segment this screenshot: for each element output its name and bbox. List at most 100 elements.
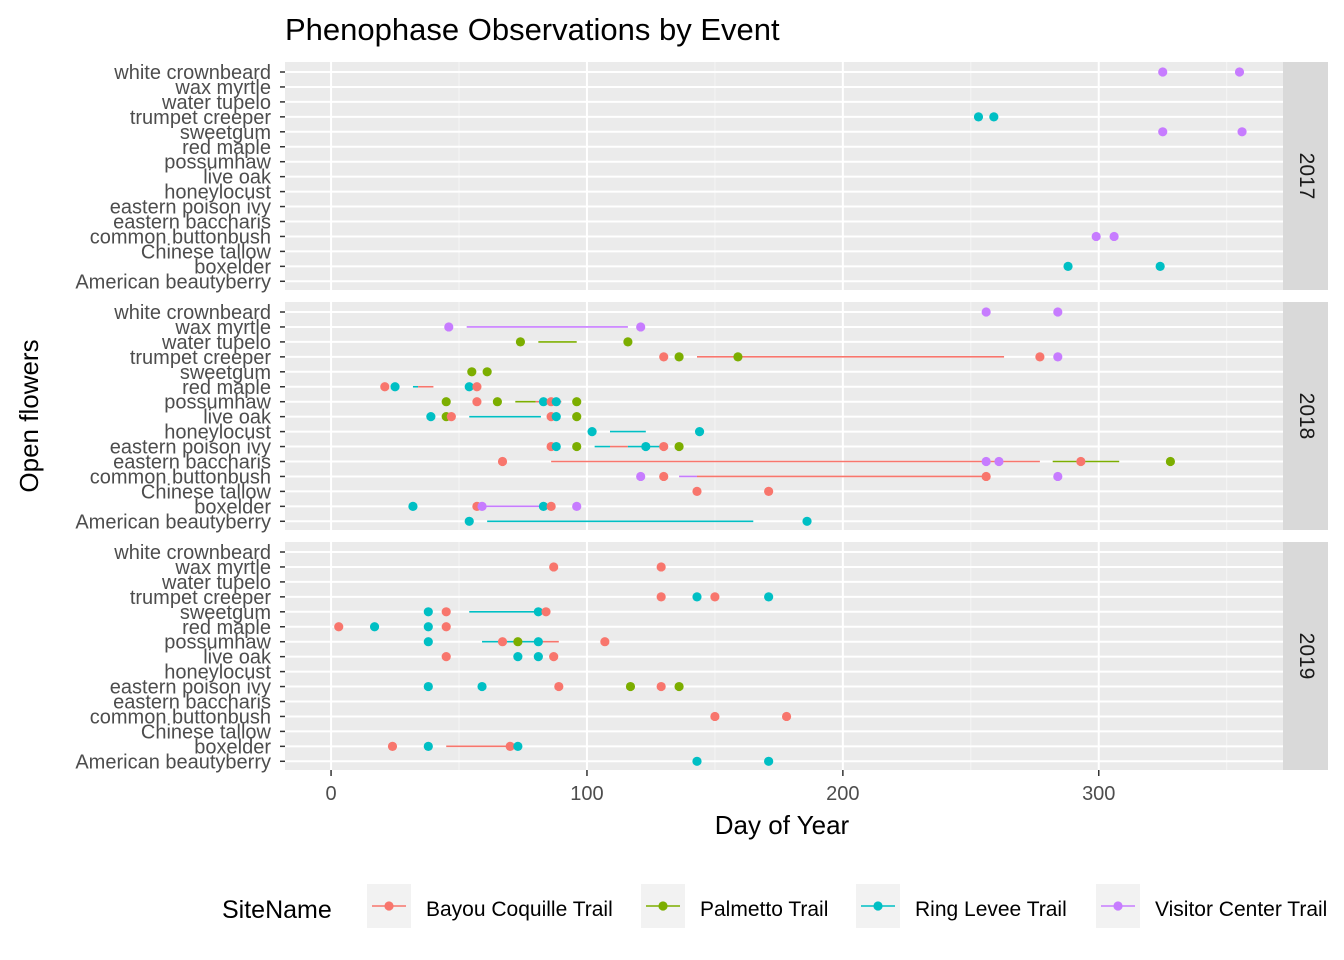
data-point (710, 592, 720, 602)
x-axis-label: Day of Year (715, 810, 850, 840)
data-point (674, 441, 684, 452)
y-tick-label: common buttonbush (90, 466, 271, 488)
data-point (477, 501, 487, 511)
data-point (659, 352, 669, 362)
data-point (477, 681, 487, 692)
x-tick-label: 100 (570, 783, 603, 805)
data-point (551, 412, 561, 422)
y-tick-label: white crownbeard (113, 302, 271, 324)
data-point (533, 652, 543, 662)
y-tick-label: live oak (203, 407, 272, 429)
y-tick-label: possumhaw (164, 632, 271, 654)
legend-key-point (658, 901, 668, 911)
data-point (497, 456, 508, 467)
legend-label: Palmetto Trail (700, 898, 828, 921)
data-point (981, 471, 991, 482)
y-tick-label: trumpet creeper (130, 347, 272, 369)
data-point (554, 681, 564, 692)
data-point (538, 501, 549, 511)
y-tick-label: trumpet creeper (130, 587, 272, 609)
data-point (464, 516, 474, 526)
data-point (538, 397, 549, 407)
legend-key-point (384, 901, 394, 911)
data-point (1091, 231, 1101, 242)
data-point (600, 637, 610, 647)
data-point (636, 471, 646, 482)
data-point (802, 516, 812, 526)
data-point (533, 637, 543, 647)
y-tick-label: Chinese tallow (141, 721, 272, 743)
y-tick-label: live oak (203, 647, 272, 669)
data-point (551, 397, 561, 407)
y-tick-label: eastern baccharis (113, 452, 271, 474)
y-tick-label: eastern poison ivy (110, 197, 271, 219)
y-tick-label: eastern poison ivy (110, 437, 271, 459)
y-tick-label: boxelder (194, 496, 271, 518)
data-point (656, 681, 666, 692)
data-point (423, 681, 433, 692)
y-tick-label: possumhaw (164, 152, 271, 174)
data-point (989, 112, 999, 122)
facet-strip (1283, 62, 1328, 290)
data-point (572, 501, 582, 511)
y-tick-label: sweetgum (180, 122, 271, 144)
data-point (692, 592, 702, 602)
data-point (423, 741, 433, 751)
legend-label: Ring Levee Trail (915, 898, 1067, 921)
data-point (656, 592, 666, 602)
data-point (1155, 261, 1165, 271)
data-point (994, 456, 1004, 467)
data-point (549, 652, 559, 662)
data-point (674, 352, 684, 362)
data-point (546, 501, 556, 511)
data-point (636, 322, 646, 332)
data-point (1165, 456, 1176, 467)
data-point (641, 441, 651, 452)
data-point (441, 652, 451, 662)
data-point (446, 412, 456, 422)
data-point (572, 397, 582, 407)
y-tick-label: sweetgum (180, 362, 271, 384)
y-tick-label: Chinese tallow (141, 241, 272, 263)
data-point (572, 412, 582, 422)
data-point (1053, 352, 1063, 362)
data-point (551, 441, 561, 452)
x-axis: 0 100 200 300 (325, 770, 1115, 805)
y-tick-label: honeylocust (164, 422, 271, 444)
data-point (549, 562, 559, 572)
data-point (659, 441, 669, 452)
y-tick-label: trumpet creeper (130, 107, 272, 129)
data-point (492, 397, 502, 407)
data-point (1053, 471, 1063, 482)
data-point (710, 711, 720, 722)
legend-label: Bayou Coquille Trail (426, 898, 613, 921)
data-point (764, 592, 774, 602)
data-point (764, 756, 774, 766)
facet-strip (1283, 542, 1328, 770)
legend-key-point (1113, 901, 1123, 911)
data-point (623, 337, 633, 347)
data-point (513, 637, 523, 647)
data-point (380, 382, 390, 392)
data-point (694, 427, 705, 437)
facet-label: 2019 (1295, 633, 1318, 680)
y-tick-label: possumhaw (164, 392, 271, 414)
data-point (981, 456, 991, 467)
data-point (441, 607, 451, 617)
legend-item: Palmetto Trail (641, 884, 828, 928)
y-tick-label: wax myrtle (174, 317, 271, 339)
panels: American beautyberry boxelder Chinese tall… (75, 62, 1328, 773)
y-tick-label: wax myrtle (174, 77, 271, 99)
y-tick-label: honeylocust (164, 182, 271, 204)
legend-item: Visitor Center Trail (1096, 884, 1327, 928)
data-point (467, 367, 477, 377)
y-tick-label: honeylocust (164, 662, 271, 684)
y-tick-label: American beautyberry (75, 271, 271, 293)
data-point (981, 307, 991, 317)
data-point (505, 741, 515, 751)
x-tick-label: 200 (826, 783, 859, 805)
y-tick-label: red maple (182, 377, 271, 399)
data-point (587, 427, 597, 437)
y-tick-label: sweetgum (180, 602, 271, 624)
